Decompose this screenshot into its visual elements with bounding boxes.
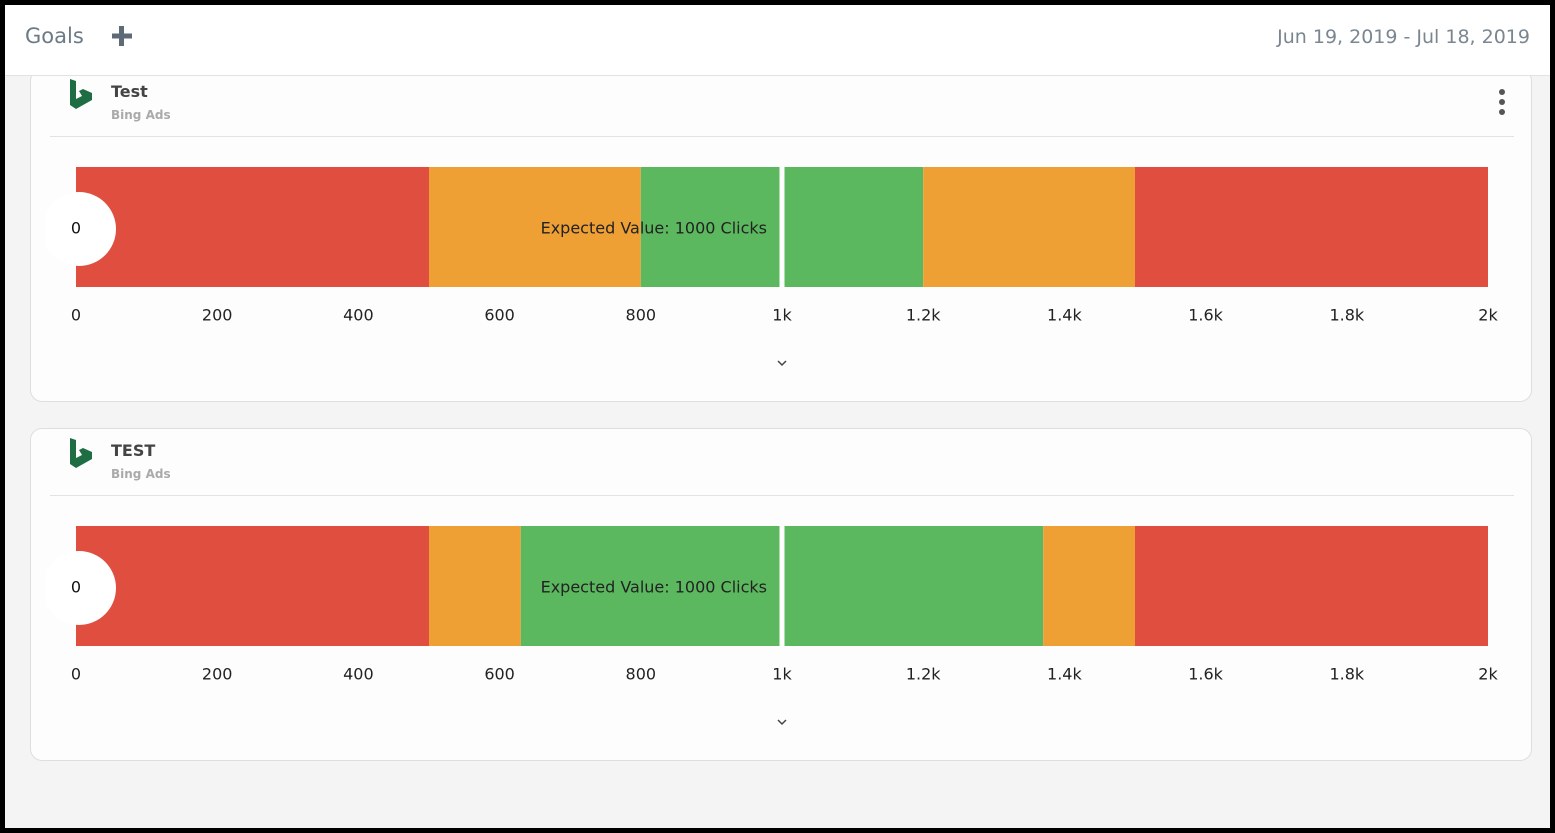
menu-dot [1499,99,1505,105]
expected-label: Expected Value: 1000 Clicks [541,578,767,597]
x-tick-label: 1.8k [1329,306,1364,325]
x-tick-label: 1.2k [906,306,941,325]
expected-marker [779,526,785,646]
bing-logo [70,79,92,109]
x-tick-label: 400 [343,665,374,684]
logo-shape [70,438,92,468]
gauge-band [76,526,429,646]
x-tick-label: 1.8k [1329,665,1364,684]
gauge-band [1043,526,1135,646]
separator [50,495,1514,496]
x-tick-label: 1.2k [906,665,941,684]
card-subtitle: Bing Ads [111,467,171,481]
x-tick-label: 200 [202,665,233,684]
current-mask [31,539,46,639]
menu-dot [1499,89,1505,95]
x-tick-label: 0 [71,665,81,684]
logo-shape [70,79,92,109]
current-mask [31,180,46,280]
gauge-band [923,167,1135,287]
gauge: Expected Value: 1000 Clicks 0 0 200 400 600 80… [31,167,1498,367]
bing-logo [70,438,92,468]
card-menu[interactable] [1497,86,1507,118]
current-marker [42,551,116,625]
expected-marker [779,167,785,287]
x-tick-label: 1.4k [1047,665,1082,684]
card-subtitle: Bing Ads [111,108,171,122]
gauge: Expected Value: 1000 Clicks 0 0 200 400 600 80… [31,526,1498,726]
expand-toggle[interactable] [777,360,787,367]
x-tick-label: 800 [626,665,657,684]
x-tick-label: 1.6k [1188,665,1223,684]
goal-card: Test Bing Ads Expected Value: 1000 Clicks 0… [30,69,1532,402]
current-value: 0 [71,578,81,597]
expand-toggle[interactable] [777,719,787,726]
page-title: Goals [25,24,84,48]
x-tick-label: 2k [1478,665,1498,684]
current-value: 0 [71,219,81,238]
x-tick-label: 1.4k [1047,306,1082,325]
separator [50,136,1514,137]
add-button[interactable] [111,25,133,47]
x-tick-label: 400 [343,306,374,325]
x-tick-label: 1.6k [1188,306,1223,325]
menu-dot [1499,109,1505,115]
x-tick-label: 0 [71,306,81,325]
x-tick-label: 800 [626,306,657,325]
current-marker [42,192,116,266]
x-tick-label: 600 [484,306,515,325]
x-tick-label: 200 [202,306,233,325]
date-range[interactable]: Jun 19, 2019 - Jul 18, 2019 [1277,26,1530,48]
header: Goals Jun 19, 2019 - Jul 18, 2019 [5,5,1550,76]
gauge-band [429,167,641,287]
expected-label: Expected Value: 1000 Clicks [541,219,767,238]
gauge-band [76,167,429,287]
card-title: TEST [111,441,156,460]
gauge-band [1135,167,1488,287]
goal-card: TEST Bing Ads Expected Value: 1000 Clicks 0… [30,428,1532,761]
x-tick-label: 2k [1478,306,1498,325]
gauge-band [1135,526,1488,646]
x-tick-label: 1k [772,665,792,684]
x-tick-label: 600 [484,665,515,684]
x-tick-label: 1k [772,306,792,325]
gauge-band [429,526,521,646]
card-title: Test [111,82,148,101]
